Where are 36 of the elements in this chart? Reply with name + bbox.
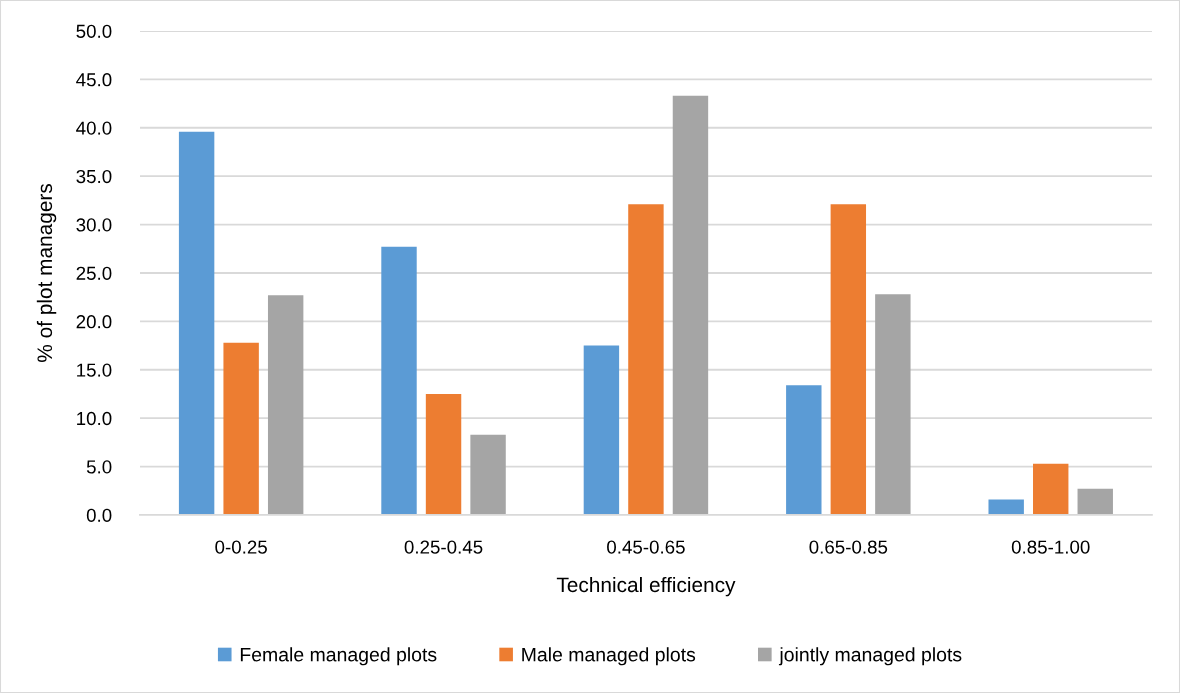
bar xyxy=(786,385,822,515)
bar xyxy=(628,204,664,515)
y-tick-label: 40.0 xyxy=(76,121,112,135)
x-tick-label: 0-0.25 xyxy=(215,540,267,554)
bar xyxy=(1033,463,1069,515)
bar xyxy=(223,342,259,515)
y-tick-label: 10.0 xyxy=(77,411,112,426)
legend-label: Male managed plots xyxy=(522,647,696,666)
y-tick-label: 25.0 xyxy=(76,266,112,280)
y-tick-label: 50.0 xyxy=(76,24,112,38)
y-tick-label: 5.0 xyxy=(86,460,112,474)
y-tick-label: 0.0 xyxy=(86,508,112,522)
bar xyxy=(470,434,506,515)
legend-label: jointly managed plots xyxy=(778,647,962,666)
x-tick-label: 0.45-0.65 xyxy=(607,540,685,554)
bar xyxy=(381,246,417,515)
bar xyxy=(178,131,215,515)
y-tick-label: 15.0 xyxy=(77,363,112,377)
bar xyxy=(875,294,911,515)
bar xyxy=(425,393,462,515)
bar xyxy=(830,204,867,515)
y-tick-label: 45.0 xyxy=(76,73,112,87)
x-tick-label: 0.25-0.45 xyxy=(404,540,483,554)
bar xyxy=(1077,488,1113,515)
bar xyxy=(267,295,304,515)
legend-label: Female managed plots xyxy=(240,647,437,666)
bar xyxy=(988,499,1024,515)
bar xyxy=(672,95,709,515)
y-tick-label: 20.0 xyxy=(76,315,112,329)
y-tick-label: 35.0 xyxy=(76,169,112,184)
y-tick-label: 30.0 xyxy=(76,218,112,232)
bar xyxy=(583,345,620,515)
x-axis-title: Technical efficiency xyxy=(556,576,736,597)
x-tick-label: 0.85-1.00 xyxy=(1011,540,1090,554)
y-axis-title: % of plot managers xyxy=(36,183,57,362)
x-tick-label: 0.65-0.85 xyxy=(809,540,888,554)
